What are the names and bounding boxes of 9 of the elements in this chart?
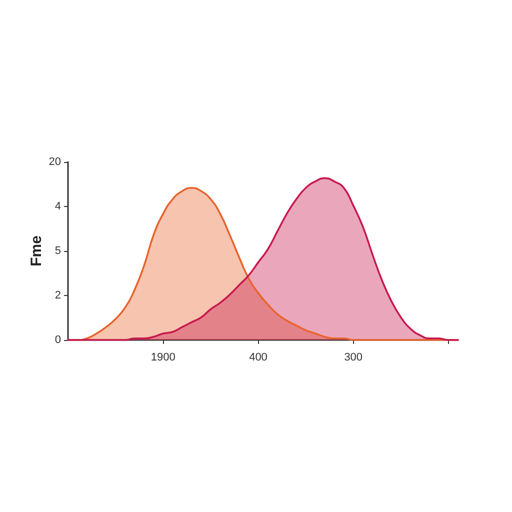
text: 5 [54,245,61,257]
text: 20 [48,156,61,168]
x-tick-label: 400 [249,352,268,364]
x-tick-label: 300 [344,352,363,364]
x-tick-label: 1900 [150,352,176,364]
y-axis-title: Fme [28,236,45,266]
text: 2 [54,290,61,302]
text: 0 [54,334,61,346]
text: 4 [54,200,61,212]
